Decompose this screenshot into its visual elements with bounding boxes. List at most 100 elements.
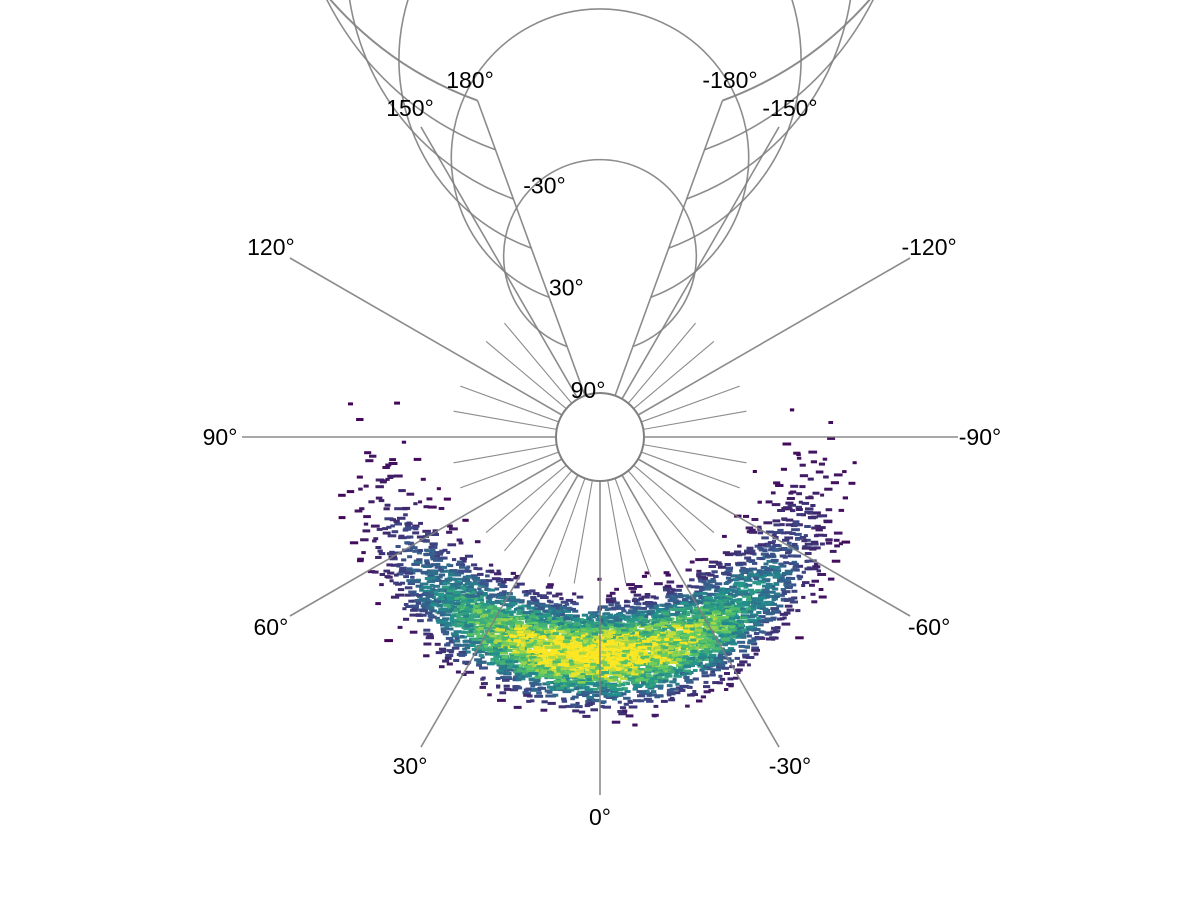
histogram-cell bbox=[594, 694, 601, 698]
histogram-cell bbox=[704, 596, 713, 600]
histogram-cell bbox=[545, 585, 554, 589]
histogram-cell bbox=[681, 611, 690, 615]
histogram-cell bbox=[673, 639, 683, 642]
histogram-cell bbox=[442, 659, 450, 663]
histogram-cell bbox=[600, 643, 605, 647]
histogram-cell bbox=[814, 524, 821, 528]
histogram-cell bbox=[421, 571, 429, 575]
histogram-cell bbox=[727, 647, 735, 651]
histogram-cell bbox=[734, 635, 743, 639]
histogram-cell bbox=[603, 612, 610, 616]
histogram-cell bbox=[718, 609, 727, 613]
histogram-cell bbox=[443, 609, 453, 613]
histogram-cell bbox=[681, 652, 690, 656]
histogram-cell bbox=[745, 526, 754, 530]
histogram-cell bbox=[600, 658, 607, 662]
histogram-cell bbox=[810, 504, 816, 507]
histogram-cell bbox=[785, 518, 794, 522]
histogram-cell bbox=[499, 641, 508, 645]
histogram-cell bbox=[576, 595, 584, 599]
histogram-cell bbox=[472, 582, 479, 586]
histogram-cell bbox=[584, 675, 592, 679]
histogram-cell bbox=[724, 652, 731, 656]
histogram-cell bbox=[490, 634, 496, 638]
histogram-cell bbox=[789, 600, 798, 604]
histogram-cell bbox=[686, 656, 696, 660]
histogram-cell bbox=[801, 584, 806, 587]
histogram-cell bbox=[756, 582, 762, 586]
histogram-cell bbox=[453, 573, 459, 576]
histogram-cell bbox=[646, 699, 654, 703]
histogram-cell bbox=[690, 585, 699, 589]
histogram-cell bbox=[666, 684, 673, 688]
histogram-cell bbox=[653, 644, 662, 648]
histogram-cell bbox=[735, 626, 745, 630]
histogram-cell bbox=[761, 620, 770, 624]
histogram-cell bbox=[806, 559, 811, 563]
histogram-cell bbox=[772, 566, 781, 569]
histogram-cell bbox=[461, 579, 471, 582]
histogram-cell bbox=[699, 644, 704, 648]
histogram-cell bbox=[734, 550, 742, 554]
histogram-cell bbox=[661, 650, 666, 654]
histogram-cell bbox=[721, 666, 729, 670]
histogram-cell bbox=[524, 604, 532, 608]
histogram-cell bbox=[571, 636, 580, 640]
histogram-cell bbox=[714, 589, 721, 593]
histogram-cell bbox=[728, 659, 734, 663]
histogram-cell bbox=[642, 639, 650, 643]
histogram-cell bbox=[386, 552, 396, 556]
histogram-cell bbox=[758, 548, 768, 552]
histogram-cell bbox=[448, 527, 458, 531]
histogram-cell bbox=[498, 578, 504, 581]
histogram-cell bbox=[685, 607, 693, 610]
histogram-cell bbox=[751, 646, 759, 650]
histogram-cell bbox=[740, 601, 749, 605]
histogram-cell bbox=[405, 524, 411, 528]
histogram-cell bbox=[540, 669, 547, 673]
histogram-cell bbox=[557, 622, 565, 626]
histogram-cell bbox=[605, 688, 613, 692]
histogram-cell bbox=[553, 651, 560, 655]
histogram-cell bbox=[746, 549, 756, 553]
histogram-cell bbox=[799, 536, 807, 539]
histogram-cell bbox=[796, 513, 804, 517]
histogram-cell bbox=[414, 599, 423, 602]
histogram-cell bbox=[601, 646, 606, 650]
histogram-cell bbox=[637, 645, 646, 649]
histogram-cell bbox=[423, 632, 431, 636]
histogram-cell bbox=[764, 542, 771, 546]
histogram-cell bbox=[411, 606, 419, 610]
density-cells bbox=[338, 401, 857, 727]
histogram-cell bbox=[565, 704, 574, 708]
histogram-cell bbox=[516, 582, 525, 586]
histogram-cell bbox=[710, 600, 715, 604]
histogram-cell bbox=[520, 661, 528, 665]
histogram-cell bbox=[390, 524, 395, 528]
histogram-cell bbox=[805, 507, 814, 511]
histogram-cell bbox=[580, 643, 587, 647]
histogram-cell bbox=[662, 667, 672, 671]
histogram-cell bbox=[404, 569, 412, 573]
histogram-cell bbox=[382, 531, 391, 535]
histogram-cell bbox=[585, 682, 594, 686]
histogram-cell bbox=[605, 616, 614, 620]
histogram-cell bbox=[572, 680, 577, 684]
histogram-cell bbox=[768, 565, 776, 569]
histogram-cell bbox=[587, 617, 592, 621]
histogram-cell bbox=[412, 531, 420, 535]
histogram-cell bbox=[786, 541, 792, 545]
histogram-cell bbox=[452, 558, 457, 562]
histogram-cell bbox=[537, 594, 542, 598]
histogram-cell bbox=[553, 676, 562, 680]
histogram-cell bbox=[556, 686, 564, 690]
histogram-cell bbox=[783, 583, 791, 587]
histogram-cell bbox=[647, 610, 656, 614]
histogram-cell bbox=[398, 536, 407, 540]
histogram-cell bbox=[796, 508, 803, 511]
histogram-cell bbox=[709, 673, 716, 677]
histogram-cell bbox=[450, 614, 459, 618]
histogram-cell bbox=[585, 700, 592, 704]
histogram-cell bbox=[803, 534, 808, 538]
histogram-cell bbox=[708, 606, 713, 610]
